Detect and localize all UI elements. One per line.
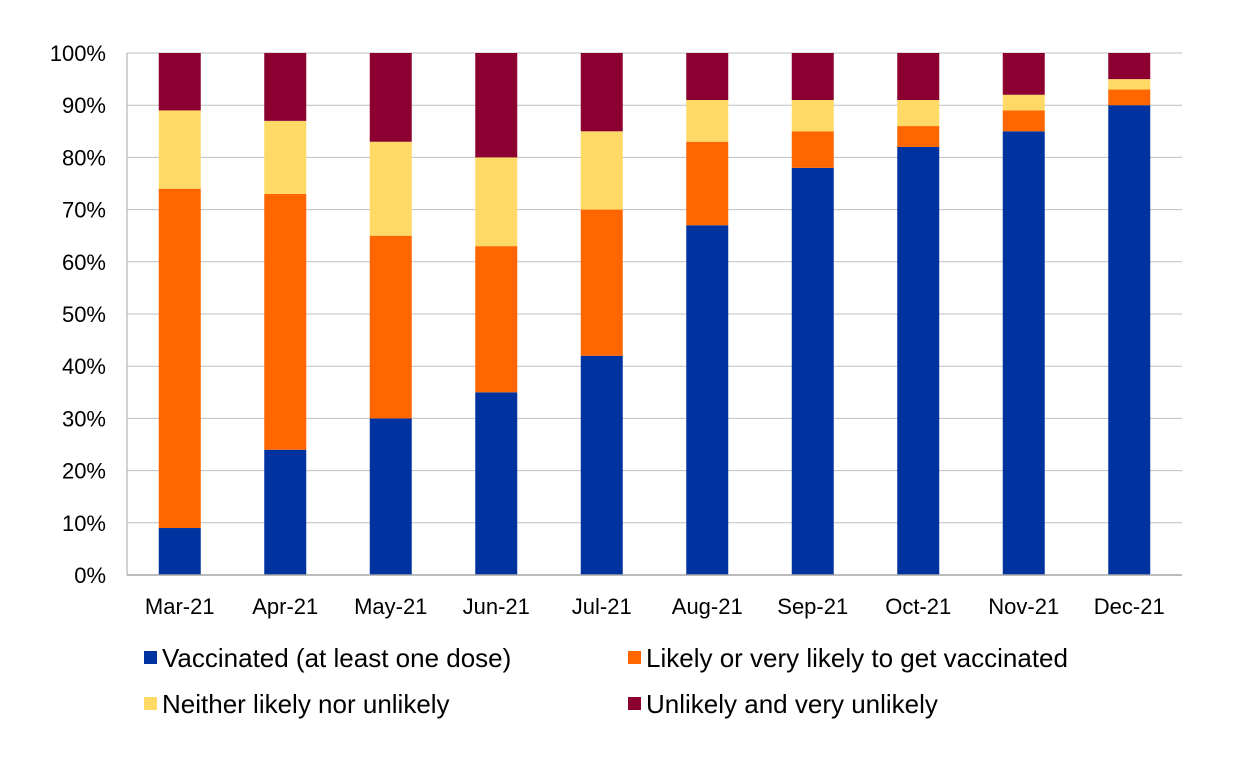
bar-segment-2 bbox=[580, 209, 623, 356]
bar-segment-2 bbox=[897, 126, 940, 147]
legend-swatch bbox=[628, 697, 641, 710]
x-tick-label: Sep-21 bbox=[777, 594, 848, 619]
bar-segment-2 bbox=[1002, 110, 1045, 132]
y-tick-label: 100% bbox=[50, 41, 106, 66]
bar-segment-4 bbox=[686, 53, 729, 100]
bar-segment-1 bbox=[264, 449, 307, 575]
legend-label: Unlikely and very unlikely bbox=[646, 689, 938, 719]
x-tick-label: Jun-21 bbox=[463, 594, 530, 619]
bar-segment-1 bbox=[580, 355, 623, 575]
bar-segment-3 bbox=[158, 110, 201, 189]
bar-segment-1 bbox=[369, 418, 412, 575]
bar-segment-2 bbox=[1108, 89, 1151, 106]
legend-label: Likely or very likely to get vaccinated bbox=[646, 643, 1068, 673]
legend-swatch bbox=[628, 651, 641, 664]
x-tick-label: Jul-21 bbox=[572, 594, 632, 619]
bars bbox=[158, 53, 1151, 576]
bar-segment-2 bbox=[791, 131, 834, 168]
y-tick-label: 30% bbox=[62, 406, 106, 431]
x-tick-label: Oct-21 bbox=[885, 594, 951, 619]
bar-segment-3 bbox=[264, 120, 307, 194]
bar-segment-1 bbox=[158, 528, 201, 575]
bar-segment-3 bbox=[1108, 79, 1151, 90]
bar-segment-2 bbox=[158, 188, 201, 529]
x-tick-label: Apr-21 bbox=[252, 594, 318, 619]
bar-segment-2 bbox=[264, 193, 307, 450]
bar-segment-3 bbox=[369, 141, 412, 236]
legend-swatch bbox=[144, 651, 157, 664]
x-tick-label: Mar-21 bbox=[145, 594, 215, 619]
x-tick-label: Aug-21 bbox=[672, 594, 743, 619]
y-tick-label: 60% bbox=[62, 250, 106, 275]
x-tick-label: Dec-21 bbox=[1094, 594, 1165, 619]
bar-segment-3 bbox=[791, 99, 834, 132]
bar-segment-4 bbox=[475, 53, 518, 158]
y-tick-label: 80% bbox=[62, 145, 106, 170]
bar-segment-1 bbox=[475, 392, 518, 575]
bar-segment-4 bbox=[791, 53, 834, 100]
legend-label: Vaccinated (at least one dose) bbox=[162, 643, 511, 673]
y-tick-label: 50% bbox=[62, 302, 106, 327]
y-tick-label: 20% bbox=[62, 459, 106, 484]
bar-segment-2 bbox=[369, 235, 412, 419]
legend: Vaccinated (at least one dose) Likely or … bbox=[144, 643, 1068, 719]
bar-segment-1 bbox=[1108, 105, 1151, 575]
legend-swatch bbox=[144, 697, 157, 710]
y-tick-label: 10% bbox=[62, 511, 106, 536]
bar-segment-1 bbox=[897, 146, 940, 575]
bar-segment-3 bbox=[475, 157, 518, 247]
bar-segment-3 bbox=[1002, 94, 1045, 111]
bar-segment-4 bbox=[264, 53, 307, 121]
bar-segment-4 bbox=[158, 53, 201, 111]
x-tick-label: May-21 bbox=[354, 594, 427, 619]
bar-segment-4 bbox=[369, 53, 412, 142]
y-tick-label: 70% bbox=[62, 198, 106, 223]
bar-segment-2 bbox=[686, 141, 729, 226]
legend-label: Neither likely nor unlikely bbox=[162, 689, 450, 719]
bar-segment-3 bbox=[580, 131, 623, 210]
y-tick-label: 0% bbox=[74, 563, 106, 588]
bar-segment-4 bbox=[1002, 53, 1045, 95]
y-tick-label: 90% bbox=[62, 93, 106, 118]
bar-segment-3 bbox=[686, 99, 729, 142]
y-tick-label: 40% bbox=[62, 354, 106, 379]
bar-segment-1 bbox=[686, 225, 729, 575]
bar-segment-3 bbox=[897, 99, 940, 127]
bar-segment-4 bbox=[897, 53, 940, 100]
axes: 0% 10% 20% 30% 40% 50% 60% 70% 80% 90% 100% Mar-21 A… bbox=[50, 41, 1182, 619]
bar-segment-1 bbox=[1002, 131, 1045, 576]
bar-segment-4 bbox=[1108, 53, 1151, 80]
bar-segment-2 bbox=[475, 246, 518, 393]
bar-segment-1 bbox=[791, 167, 834, 575]
x-tick-label: Nov-21 bbox=[988, 594, 1059, 619]
bar-segment-4 bbox=[580, 53, 623, 132]
